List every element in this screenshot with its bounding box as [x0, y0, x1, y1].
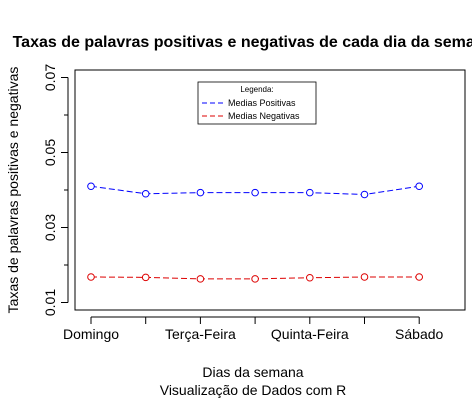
plot-area-frame: [74, 69, 466, 311]
series-layer: [87, 182, 424, 283]
x-tick-label: Quinta-Feira: [271, 326, 349, 342]
x-tick-label: Terça-Feira: [165, 326, 236, 342]
data-point-positive: [251, 188, 259, 197]
y-tick-label: 0.01: [42, 289, 58, 316]
y-axis-label: Taxas de palavras positivas e negativas: [5, 67, 21, 314]
data-point-negative: [251, 275, 259, 283]
legend-entry-negative: Medias Negativas: [228, 111, 300, 121]
data-point-positive: [306, 188, 314, 197]
x-tick-label: Domingo: [63, 326, 119, 342]
data-point-positive: [196, 188, 205, 197]
legend: Legenda: Medias Positivas Medias Negativ…: [197, 81, 317, 125]
data-point-positive: [415, 182, 424, 191]
data-point-negative: [360, 273, 369, 281]
y-tick-label: 0.07: [42, 64, 58, 91]
data-point-negative: [196, 275, 205, 283]
data-point-negative: [141, 273, 150, 282]
legend-title: Legenda:: [240, 85, 273, 94]
data-point-positive: [87, 182, 95, 191]
y-axis: 0.01 0.03 0.05 0.07: [42, 64, 69, 316]
data-point-negative: [306, 273, 314, 282]
legend-entry-positive: Medias Positivas: [228, 98, 296, 108]
x-axis-label: Dias da semana: [202, 364, 303, 380]
legend-box: [197, 81, 317, 125]
data-point-negative: [415, 273, 424, 281]
x-tick-label: Sábado: [395, 326, 443, 342]
data-point-negative: [87, 273, 95, 281]
chart-title: Taxas de palavras positivas e negativas …: [13, 34, 472, 51]
chart-caption: Visualização de Dados com R: [160, 382, 347, 398]
y-tick-label: 0.03: [42, 214, 58, 241]
data-point-positive: [141, 189, 150, 198]
y-tick-label: 0.05: [42, 139, 58, 166]
data-point-positive: [360, 190, 369, 199]
x-axis: Domingo Terça-Feira Quinta-Feira Sábado: [63, 316, 444, 342]
